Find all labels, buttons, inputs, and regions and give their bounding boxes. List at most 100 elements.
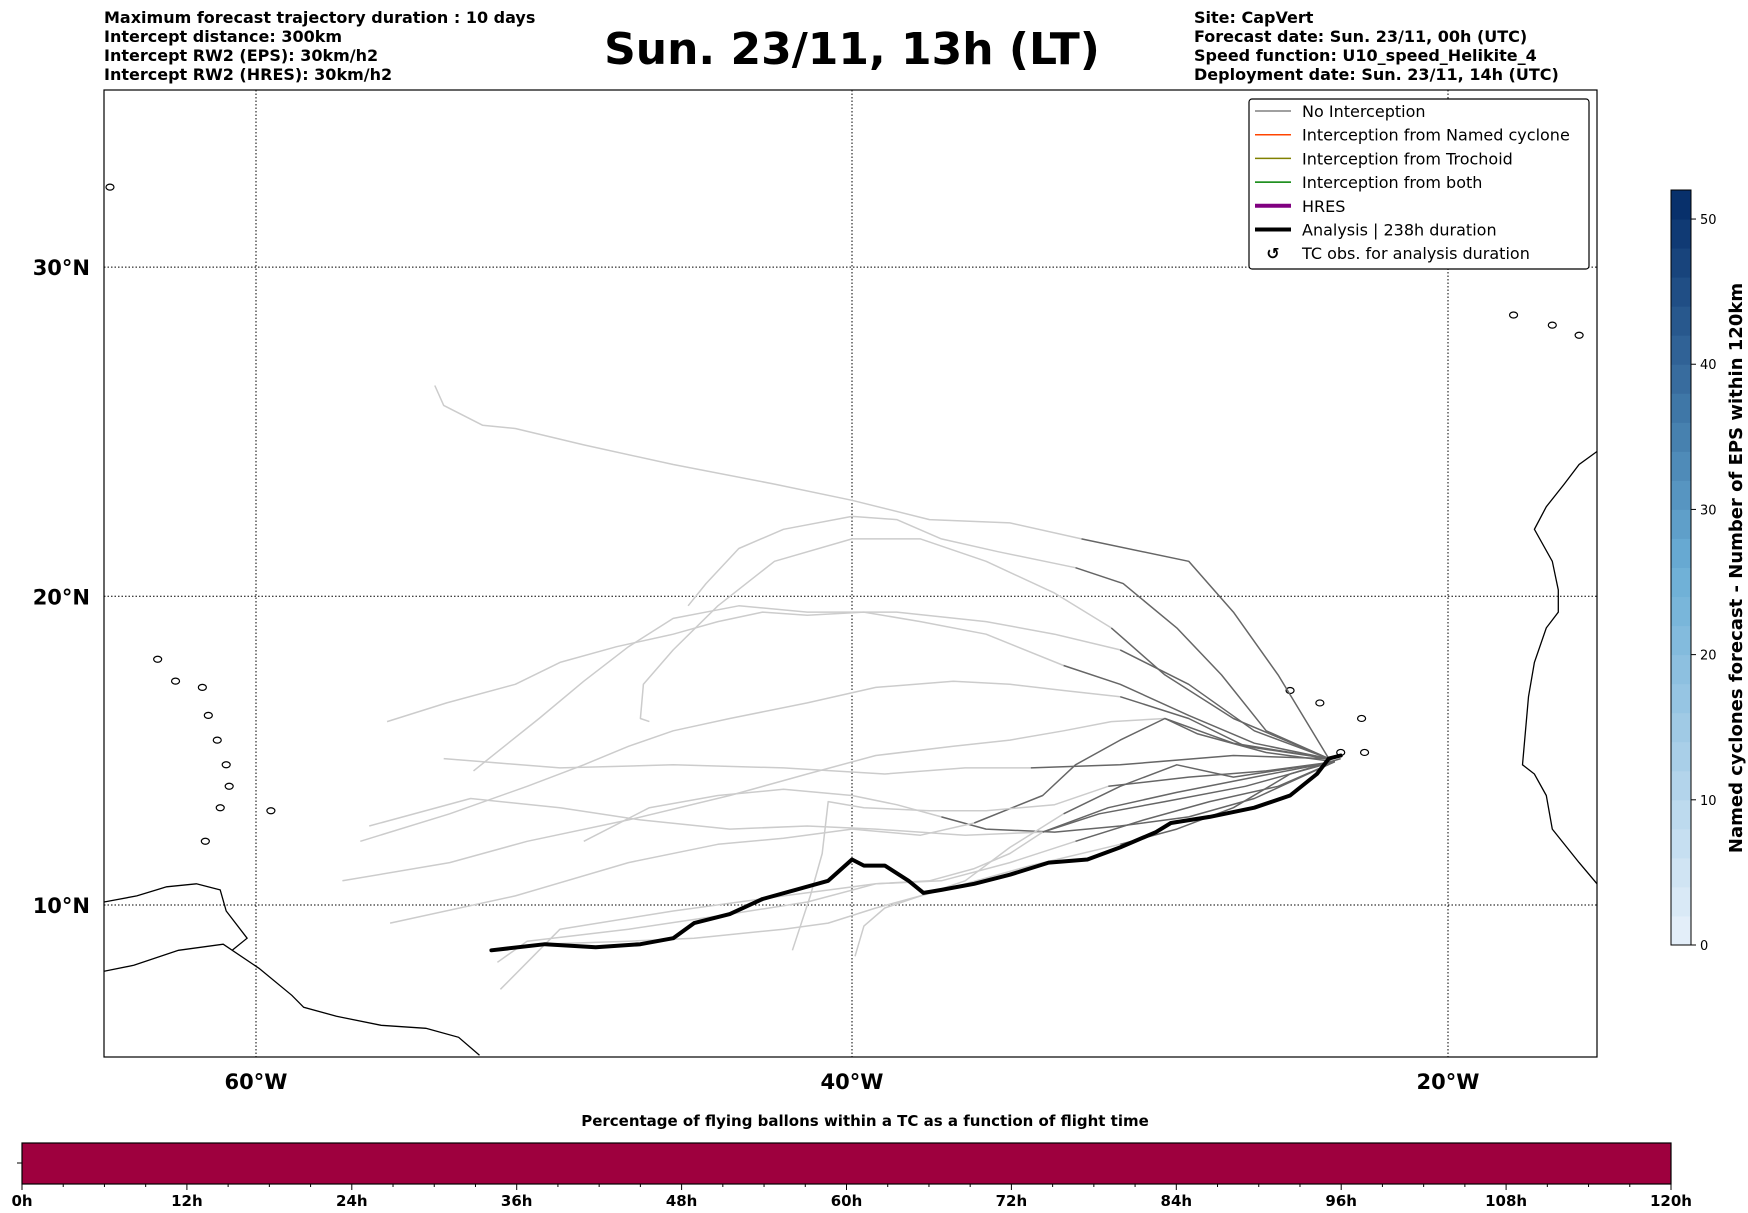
legend-box [1248,98,1590,270]
colorbar-tick-label: 30 [1700,503,1717,518]
ensemble-track-late [499,831,1044,990]
ensemble-track-early [941,761,1336,833]
colorbar-step [1671,277,1691,307]
colorbar-step [1671,306,1691,336]
ensemble-track-early [1110,627,1330,760]
flight-time-tick-label: 0h [11,1192,32,1210]
ensemble-track-late [791,785,1109,951]
ensemble-track-early [1119,649,1330,760]
colorbar-tick-label: 50 [1700,213,1717,228]
ensemble-track-late [342,717,1165,882]
flight-time-tick-label: 72h [996,1192,1028,1210]
flight-time-tick-label: 108h [1485,1192,1527,1210]
coastlines [104,183,1597,1056]
ensemble-track-early [1063,760,1335,815]
header-speed-function: Speed function: U10_speed_Helikite_4 [1194,46,1537,65]
coastline [1521,450,1597,885]
island [221,761,231,769]
island [197,683,207,691]
ensemble-track-late [639,538,1112,723]
colorbar-step [1671,567,1691,598]
colorbar-frame [1670,189,1692,946]
colorbar-step [1671,770,1691,801]
lat-tick-label: 20°N [33,585,90,609]
island [224,782,234,790]
colorbar-step [1671,625,1691,656]
analysis-trajectory [489,753,1343,953]
island [203,711,213,719]
colorbar-step [1671,451,1691,481]
island [266,807,276,815]
colorbar-step [1671,799,1691,830]
colorbar-step [1671,393,1691,423]
flight-time-bar-title: Percentage of flying ballons within a TC… [581,1112,1149,1130]
colorbar-tick-label: 40 [1700,358,1717,373]
island [170,677,181,685]
legend-label: Analysis | 238h duration [1302,221,1497,240]
lon-tick-label: 20°W [1417,1070,1480,1094]
island [1359,748,1370,757]
flight-time-tick-label: 84h [1161,1192,1193,1210]
colorbar-step [1671,422,1691,452]
colorbar-step [1671,596,1691,627]
colorbar-tick-label: 20 [1700,649,1717,664]
ensemble-trajectories [342,385,1341,990]
legend-label: TC obs. for analysis duration [1301,244,1530,263]
header-intercept-hres: Intercept RW2 (HRES): 30km/h2 [104,65,392,84]
colorbar: 0 10 20 30 40 50 Named cyclones forecast - Nu… [1670,189,1747,954]
ensemble-track-late [583,788,942,842]
header-forecast-date: Forecast date: Sun. 23/11, 00h (UTC) [1194,27,1527,46]
legend-label: HRES [1302,197,1345,216]
colorbar-step [1671,886,1691,917]
island [1315,699,1325,707]
island [1574,331,1584,339]
ensemble-track-early [1081,538,1330,759]
flight-time-tick-label: 120h [1650,1192,1692,1210]
colorbar-step [1671,915,1691,946]
colorbar-step [1671,538,1691,568]
coastline [104,943,480,1056]
ensemble-track-early [1042,760,1335,833]
header-left: Maximum forecast trajectory duration : 1… [104,8,535,84]
island [215,804,225,812]
lat-tick-label: 10°N [33,894,90,918]
analysis-track [489,753,1343,953]
ensemble-track-early [1075,761,1336,843]
flight-time-tick-label: 96h [1325,1192,1357,1210]
colorbar-tick-label: 10 [1700,794,1717,809]
colorbar-step [1671,712,1691,743]
colorbar-step [1671,335,1691,365]
legend: No Interception Interception from Named c… [1248,98,1590,270]
ensemble-track-early [1108,760,1335,788]
ensemble-track-early [1075,566,1330,760]
colorbar-tick-label: 0 [1700,939,1708,954]
island [105,183,115,191]
island [212,736,222,744]
header-intercept-distance: Intercept distance: 300km [104,27,342,46]
coastline [104,883,249,951]
colorbar-step [1671,190,1691,220]
lon-tick-label: 40°W [821,1070,884,1094]
island [153,655,163,663]
colorbar-step [1671,683,1691,714]
header-deployment-date: Deployment date: Sun. 23/11, 14h (UTC) [1194,65,1559,84]
colorbar-step [1671,480,1691,510]
ensemble-track-late [369,797,1043,836]
flight-time-tick-label: 12h [171,1192,203,1210]
colorbar-step [1671,509,1691,539]
colorbar-step [1671,248,1691,278]
tc-obs-marker-icon: ↺ [1266,244,1279,263]
island [200,837,210,845]
colorbar-step [1671,741,1691,772]
flight-time-tick-label: 48h [666,1192,698,1210]
island [1356,714,1367,723]
colorbar-step [1671,219,1691,249]
ensemble-track-late [434,385,1082,540]
ensemble-track-early [1030,754,1329,769]
ensemble-track-early [1063,664,1329,760]
header-max-duration: Maximum forecast trajectory duration : 1… [104,8,535,27]
ensemble-track-late [473,605,1121,772]
flight-time-bar-fill [22,1143,1671,1184]
colorbar-step [1671,654,1691,685]
